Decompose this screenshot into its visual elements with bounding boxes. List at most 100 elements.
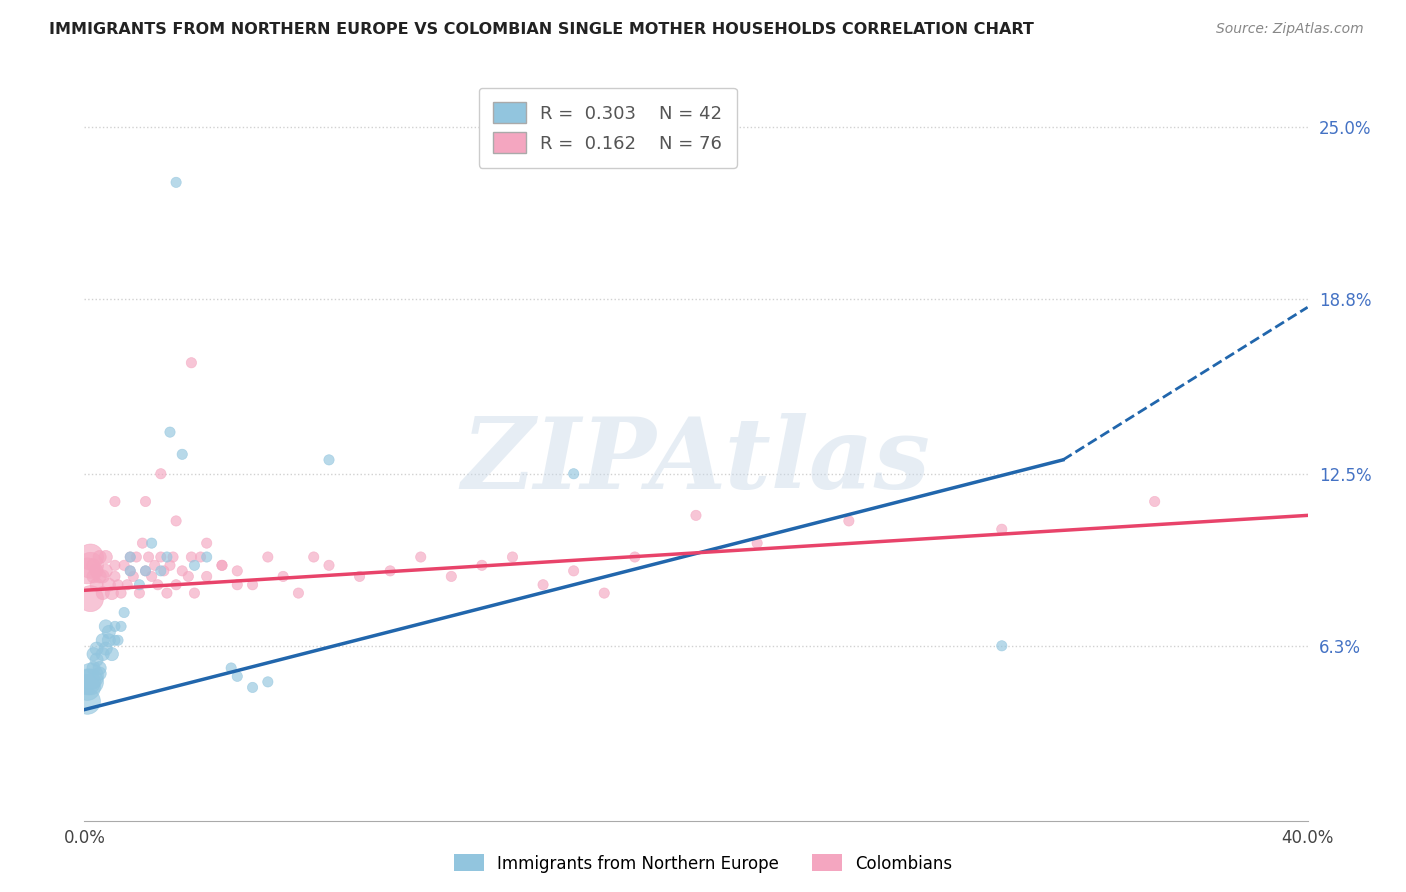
- Point: [83, 558, 105, 573]
- Point: [172, 447, 194, 461]
- Point: [101, 647, 124, 661]
- Point: [143, 558, 166, 573]
- Point: [128, 586, 150, 600]
- Point: [180, 356, 202, 370]
- Point: [624, 549, 647, 564]
- Point: [83, 661, 105, 675]
- Legend: Immigrants from Northern Europe, Colombians: Immigrants from Northern Europe, Colombi…: [447, 847, 959, 880]
- Point: [79, 549, 101, 564]
- Point: [91, 647, 114, 661]
- Point: [318, 558, 340, 573]
- Point: [112, 606, 135, 620]
- Point: [79, 591, 101, 606]
- Point: [83, 647, 105, 661]
- Text: ZIPAtlas: ZIPAtlas: [461, 413, 931, 509]
- Point: [287, 586, 309, 600]
- Point: [120, 564, 142, 578]
- Point: [76, 694, 98, 708]
- Point: [97, 578, 120, 592]
- Point: [120, 564, 142, 578]
- Point: [149, 549, 172, 564]
- Point: [94, 641, 117, 656]
- Point: [159, 425, 181, 439]
- Point: [83, 569, 105, 583]
- Point: [146, 578, 169, 592]
- Text: IMMIGRANTS FROM NORTHERN EUROPE VS COLOMBIAN SINGLE MOTHER HOUSEHOLDS CORRELATIO: IMMIGRANTS FROM NORTHERN EUROPE VS COLOM…: [49, 22, 1033, 37]
- Point: [110, 619, 132, 633]
- Point: [135, 494, 157, 508]
- Point: [97, 624, 120, 639]
- Point: [89, 549, 111, 564]
- Point: [76, 681, 98, 695]
- Point: [86, 578, 108, 592]
- Point: [156, 586, 179, 600]
- Point: [104, 619, 127, 633]
- Point: [104, 569, 127, 583]
- Point: [257, 674, 280, 689]
- Point: [226, 564, 249, 578]
- Point: [172, 564, 194, 578]
- Point: [183, 558, 205, 573]
- Text: Source: ZipAtlas.com: Source: ZipAtlas.com: [1216, 22, 1364, 37]
- Point: [165, 578, 187, 592]
- Point: [76, 564, 98, 578]
- Point: [120, 549, 142, 564]
- Point: [94, 564, 117, 578]
- Point: [89, 661, 111, 675]
- Point: [104, 633, 127, 648]
- Point: [115, 578, 138, 592]
- Point: [107, 578, 129, 592]
- Point: [153, 564, 176, 578]
- Point: [135, 564, 157, 578]
- Point: [86, 641, 108, 656]
- Point: [380, 564, 402, 578]
- Point: [128, 578, 150, 592]
- Point: [89, 569, 111, 583]
- Point: [101, 586, 124, 600]
- Point: [562, 564, 585, 578]
- Point: [531, 578, 554, 592]
- Point: [89, 666, 111, 681]
- Point: [107, 633, 129, 648]
- Point: [112, 558, 135, 573]
- Point: [79, 558, 101, 573]
- Point: [149, 467, 172, 481]
- Point: [211, 558, 233, 573]
- Point: [76, 674, 98, 689]
- Point: [593, 586, 616, 600]
- Point: [141, 569, 163, 583]
- Point: [242, 578, 264, 592]
- Point: [131, 536, 153, 550]
- Point: [562, 467, 585, 481]
- Point: [91, 569, 114, 583]
- Point: [271, 569, 294, 583]
- Point: [219, 661, 242, 675]
- Point: [149, 564, 172, 578]
- Point: [104, 494, 127, 508]
- Point: [211, 558, 233, 573]
- Point: [156, 549, 179, 564]
- Point: [302, 549, 325, 564]
- Point: [138, 549, 160, 564]
- Point: [242, 681, 264, 695]
- Point: [91, 586, 114, 600]
- Point: [349, 569, 371, 583]
- Point: [502, 549, 524, 564]
- Point: [165, 175, 187, 189]
- Point: [195, 549, 218, 564]
- Point: [226, 578, 249, 592]
- Point: [120, 549, 142, 564]
- Point: [409, 549, 432, 564]
- Point: [183, 586, 205, 600]
- Point: [991, 639, 1014, 653]
- Point: [104, 558, 127, 573]
- Point: [838, 514, 860, 528]
- Point: [79, 674, 101, 689]
- Point: [141, 536, 163, 550]
- Point: [122, 569, 145, 583]
- Point: [180, 549, 202, 564]
- Point: [991, 522, 1014, 536]
- Point: [195, 536, 218, 550]
- Point: [159, 558, 181, 573]
- Point: [135, 564, 157, 578]
